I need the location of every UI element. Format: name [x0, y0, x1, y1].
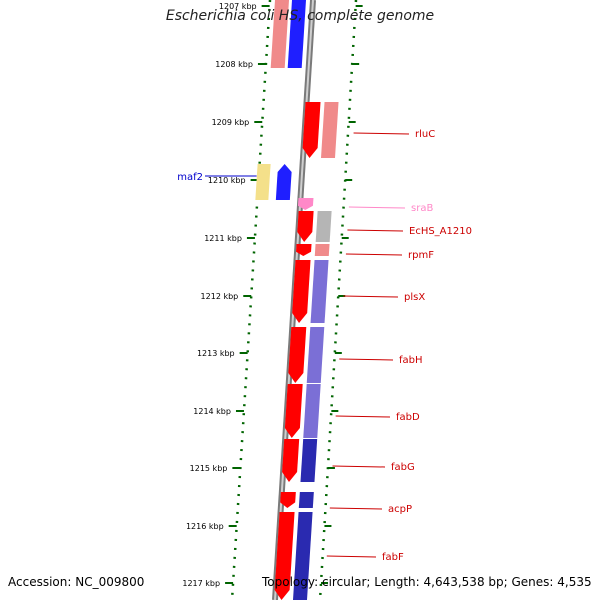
- gene-label-line: [353, 132, 410, 135]
- gene-label-line: [332, 465, 386, 468]
- gene-label-line: [343, 295, 399, 298]
- cog-box: [306, 327, 325, 383]
- scale-tick-label: 1208 kbp: [215, 60, 253, 69]
- gene-arrow-EcHS_A1210: [297, 211, 314, 242]
- gene-arrow-fabH: [288, 327, 307, 383]
- cog-box: [314, 244, 330, 256]
- gene-label-fabG: fabG: [391, 462, 415, 473]
- gene-arrow-maf2: [275, 164, 292, 200]
- gene-arrow-acpP: [280, 492, 296, 508]
- cog-box: [293, 512, 313, 600]
- cog-box: [300, 439, 318, 482]
- scale-guide-line-right: [318, 0, 358, 600]
- cog-box: [298, 492, 314, 508]
- gene-label-line: [329, 507, 383, 510]
- gene-arrow-rpmF: [296, 244, 312, 256]
- gene-label-line: [335, 415, 391, 418]
- scale-tick-label: 1209 kbp: [212, 118, 250, 127]
- gene-arrow-rluC: [302, 102, 321, 158]
- rna-arrow-sraB: [297, 198, 314, 210]
- gene-label-plsX: plsX: [404, 292, 425, 303]
- cog-box: [320, 102, 339, 158]
- gene-label-line: [326, 555, 377, 558]
- gene-label-EcHS_A1210: EcHS_A1210: [409, 226, 472, 237]
- cog-box: [315, 211, 332, 242]
- scale-tick-label: 1214 kbp: [193, 407, 231, 416]
- map-title: Escherichia coli HS, complete genome: [165, 8, 435, 24]
- gene-label-fabH: fabH: [399, 355, 423, 366]
- cog-box: [303, 384, 321, 438]
- scale-tick-label: 1212 kbp: [201, 292, 239, 301]
- scale-guide-line-left: [230, 0, 272, 600]
- gene-label-rluC: rluC: [415, 129, 435, 140]
- genome-summary-text: Topology: circular; Length: 4,643,538 bp…: [262, 575, 592, 589]
- accession-text: Accession: NC_009800: [8, 575, 145, 589]
- gene-arrow-fabD: [284, 384, 303, 438]
- cog-box: [255, 164, 271, 200]
- scale-tick-label: 1207 kbp: [219, 2, 257, 11]
- gene-label-maf2: maf2: [177, 172, 203, 183]
- gene-label-line: [348, 206, 406, 209]
- scale-tick-label: 1216 kbp: [186, 522, 224, 531]
- scale-tick-label: 1210 kbp: [208, 176, 246, 185]
- scale-tick-label: 1213 kbp: [197, 349, 235, 358]
- cog-box: [270, 0, 289, 68]
- gene-arrow-fabG: [282, 439, 300, 482]
- gene-arrow-fabF: [274, 512, 295, 600]
- gene-label-line: [347, 229, 404, 232]
- gene-label-fabF: fabF: [382, 552, 404, 563]
- cog-box: [310, 260, 329, 323]
- scale-tick-label: 1217 kbp: [182, 579, 220, 588]
- gene-label-line: [345, 253, 403, 256]
- gene-label-acpP: acpP: [388, 504, 412, 515]
- scale-tick-label: 1211 kbp: [204, 234, 242, 243]
- scale-tick-label: 1215 kbp: [190, 464, 228, 473]
- gene-label-fabD: fabD: [396, 412, 420, 423]
- gene-label-line: [339, 358, 394, 361]
- reverse-gene-arrow: [287, 0, 306, 68]
- gene-arrow-plsX: [292, 260, 311, 323]
- gene-label-sraB: sraB: [411, 203, 433, 214]
- gene-label-rpmF: rpmF: [408, 250, 434, 261]
